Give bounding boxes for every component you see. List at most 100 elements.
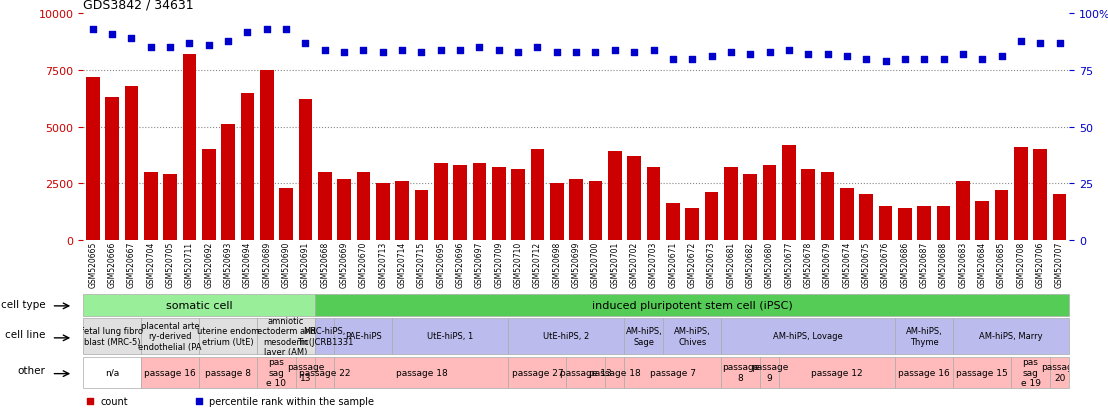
Bar bbox=[279, 188, 293, 240]
Text: passage 18: passage 18 bbox=[396, 368, 448, 377]
Text: passage 8: passage 8 bbox=[205, 368, 252, 377]
Bar bbox=[222, 125, 235, 240]
Point bbox=[915, 56, 933, 63]
Point bbox=[548, 50, 566, 56]
Point bbox=[819, 52, 837, 58]
Bar bbox=[899, 209, 912, 240]
Bar bbox=[257, 357, 296, 387]
Bar bbox=[779, 357, 895, 387]
Bar bbox=[725, 168, 738, 240]
Text: AM-hiPS, Lovage: AM-hiPS, Lovage bbox=[773, 332, 843, 341]
Bar bbox=[315, 294, 1069, 316]
Bar bbox=[357, 172, 370, 240]
Point bbox=[238, 29, 256, 36]
Bar bbox=[570, 179, 583, 240]
Point bbox=[780, 47, 798, 54]
Point bbox=[355, 47, 372, 54]
Point bbox=[838, 54, 855, 61]
Text: fetal lung fibro
blast (MRC-5): fetal lung fibro blast (MRC-5) bbox=[81, 327, 143, 346]
Bar bbox=[125, 87, 138, 240]
Point bbox=[973, 56, 991, 63]
Text: induced pluripotent stem cell (iPSC): induced pluripotent stem cell (iPSC) bbox=[592, 300, 792, 310]
Point bbox=[393, 47, 411, 54]
Text: placental arte
ry-derived
endothelial (PA: placental arte ry-derived endothelial (P… bbox=[138, 321, 202, 351]
Text: UtE-hiPS, 1: UtE-hiPS, 1 bbox=[428, 332, 473, 341]
Text: pas
sag
e 19: pas sag e 19 bbox=[1020, 357, 1040, 387]
Point bbox=[702, 54, 720, 61]
Bar bbox=[721, 357, 760, 387]
Bar bbox=[953, 357, 1012, 387]
Bar bbox=[414, 190, 428, 240]
Bar bbox=[801, 170, 815, 240]
Bar bbox=[83, 294, 315, 316]
Point bbox=[722, 50, 740, 56]
Bar bbox=[260, 71, 274, 240]
Bar bbox=[105, 98, 119, 240]
Bar bbox=[821, 172, 834, 240]
Bar bbox=[1053, 195, 1066, 240]
Text: amniotic
ectoderm and
mesoderm
layer (AM): amniotic ectoderm and mesoderm layer (AM… bbox=[257, 316, 316, 356]
Point bbox=[664, 56, 681, 63]
Bar bbox=[335, 318, 392, 354]
Bar bbox=[1050, 357, 1069, 387]
Text: percentile rank within the sample: percentile rank within the sample bbox=[208, 396, 373, 406]
Text: passage 22: passage 22 bbox=[299, 368, 350, 377]
Point bbox=[567, 50, 585, 56]
Bar bbox=[743, 175, 757, 240]
Bar bbox=[83, 357, 141, 387]
Bar bbox=[183, 55, 196, 240]
Bar bbox=[296, 357, 315, 387]
Bar bbox=[1012, 357, 1050, 387]
Text: passage 16: passage 16 bbox=[899, 368, 950, 377]
Bar bbox=[1034, 150, 1047, 240]
Point bbox=[529, 45, 546, 52]
Text: passage 13: passage 13 bbox=[560, 368, 612, 377]
Point bbox=[993, 54, 1010, 61]
Point bbox=[954, 52, 972, 58]
Point bbox=[625, 50, 643, 56]
Text: AM-hiPS,
Sage: AM-hiPS, Sage bbox=[625, 327, 663, 346]
Bar bbox=[141, 357, 199, 387]
Bar bbox=[473, 163, 486, 240]
Text: passage 16: passage 16 bbox=[144, 368, 196, 377]
Point bbox=[896, 56, 914, 63]
Point bbox=[103, 31, 121, 38]
Bar bbox=[627, 157, 640, 240]
Bar bbox=[1014, 147, 1027, 240]
Point bbox=[373, 50, 391, 56]
Point bbox=[510, 50, 527, 56]
Bar bbox=[434, 163, 448, 240]
Bar bbox=[315, 357, 335, 387]
Text: passage 27: passage 27 bbox=[512, 368, 563, 377]
Text: AM-hiPS, Marry: AM-hiPS, Marry bbox=[979, 332, 1043, 341]
Point bbox=[471, 45, 489, 52]
Bar bbox=[453, 166, 466, 240]
Text: cell line: cell line bbox=[6, 329, 45, 339]
Bar bbox=[917, 206, 931, 240]
Point bbox=[181, 40, 198, 47]
Bar bbox=[163, 175, 177, 240]
Text: uterine endom
etrium (UtE): uterine endom etrium (UtE) bbox=[197, 327, 259, 346]
Point bbox=[258, 27, 276, 33]
Bar bbox=[608, 152, 622, 240]
Bar bbox=[840, 188, 853, 240]
Text: AM-hiPS,
Thyme: AM-hiPS, Thyme bbox=[906, 327, 943, 346]
Bar bbox=[396, 181, 409, 240]
Text: cell type: cell type bbox=[1, 299, 45, 309]
Point bbox=[142, 45, 160, 52]
Bar bbox=[550, 183, 564, 240]
Bar bbox=[141, 318, 199, 354]
Text: UtE-hiPS, 2: UtE-hiPS, 2 bbox=[543, 332, 589, 341]
Point bbox=[451, 47, 469, 54]
Bar bbox=[647, 168, 660, 240]
Text: count: count bbox=[101, 396, 129, 406]
Point bbox=[741, 52, 759, 58]
Text: passage 12: passage 12 bbox=[811, 368, 863, 377]
Bar bbox=[299, 100, 312, 240]
Text: passage
20: passage 20 bbox=[1040, 363, 1078, 382]
Point bbox=[199, 43, 217, 49]
Point bbox=[606, 47, 624, 54]
Bar bbox=[588, 181, 603, 240]
Bar bbox=[492, 168, 505, 240]
Bar bbox=[240, 93, 254, 240]
